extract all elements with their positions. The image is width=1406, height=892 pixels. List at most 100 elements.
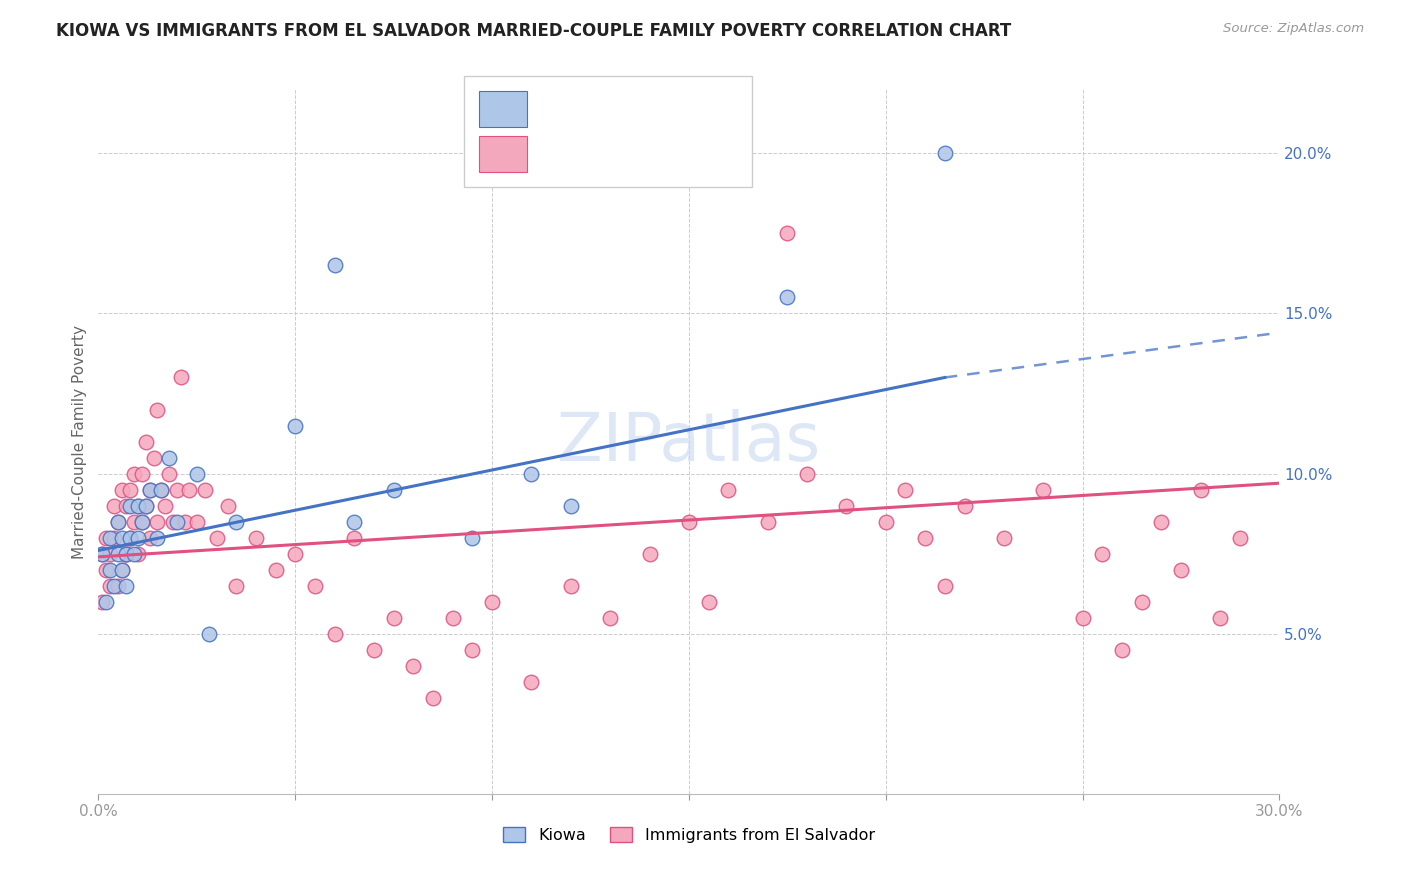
Point <box>118 531 141 545</box>
Text: 83: 83 <box>654 146 676 161</box>
Point <box>131 515 153 529</box>
Point <box>186 467 208 481</box>
Point <box>323 258 346 272</box>
Point <box>177 483 200 497</box>
Point <box>304 579 326 593</box>
Point <box>520 467 543 481</box>
Point <box>1150 515 1173 529</box>
Point <box>122 515 145 529</box>
Point <box>1091 547 1114 561</box>
Point <box>697 595 720 609</box>
Point <box>127 499 149 513</box>
Point <box>993 531 1015 545</box>
Point <box>520 674 543 689</box>
Point <box>638 547 661 561</box>
Point <box>170 370 193 384</box>
Text: N =: N = <box>621 102 658 117</box>
Point <box>225 579 247 593</box>
Point <box>382 610 405 624</box>
Point <box>284 418 307 433</box>
Point <box>98 579 121 593</box>
Point <box>131 467 153 481</box>
Point <box>150 483 173 497</box>
Point <box>155 499 177 513</box>
Point <box>560 579 582 593</box>
Point <box>560 499 582 513</box>
Point <box>1189 483 1212 497</box>
Point <box>118 531 141 545</box>
Point <box>146 402 169 417</box>
Point <box>98 547 121 561</box>
Point <box>1209 610 1232 624</box>
Point <box>118 499 141 513</box>
Text: 0.339: 0.339 <box>565 102 616 117</box>
Point <box>98 531 121 545</box>
Point <box>1111 642 1133 657</box>
Point <box>146 531 169 545</box>
Point <box>127 531 149 545</box>
Point <box>835 499 858 513</box>
Point <box>115 547 138 561</box>
Point <box>111 563 134 577</box>
Point <box>217 499 239 513</box>
Point <box>343 531 366 545</box>
Text: Source: ZipAtlas.com: Source: ZipAtlas.com <box>1223 22 1364 36</box>
Point <box>225 515 247 529</box>
Point <box>245 531 267 545</box>
Point <box>118 483 141 497</box>
Point <box>264 563 287 577</box>
Point <box>1130 595 1153 609</box>
Point <box>194 483 217 497</box>
Point <box>343 515 366 529</box>
Point <box>103 531 125 545</box>
Point <box>1170 563 1192 577</box>
Point <box>127 499 149 513</box>
Point <box>122 467 145 481</box>
Point <box>776 290 799 304</box>
Point <box>174 515 197 529</box>
Text: ZIPatlas: ZIPatlas <box>557 409 821 475</box>
Point <box>422 690 444 705</box>
Point <box>284 547 307 561</box>
Point <box>146 515 169 529</box>
Point <box>894 483 917 497</box>
Point <box>166 515 188 529</box>
Point <box>107 515 129 529</box>
Point <box>135 499 157 513</box>
Point <box>599 610 621 624</box>
Point <box>107 515 129 529</box>
Text: 0.158: 0.158 <box>565 146 616 161</box>
Point <box>91 547 114 561</box>
Point <box>678 515 700 529</box>
Point <box>157 450 180 465</box>
Text: N =: N = <box>621 146 658 161</box>
Point <box>131 515 153 529</box>
Point <box>142 450 165 465</box>
Point <box>186 515 208 529</box>
Point <box>150 483 173 497</box>
Point <box>166 483 188 497</box>
Point <box>115 547 138 561</box>
Point <box>382 483 405 497</box>
Point <box>776 227 799 241</box>
Point <box>402 658 425 673</box>
Point <box>135 434 157 449</box>
Point <box>323 626 346 640</box>
Point <box>796 467 818 481</box>
Point <box>111 483 134 497</box>
Point <box>96 531 118 545</box>
Legend: Kiowa, Immigrants from El Salvador: Kiowa, Immigrants from El Salvador <box>496 821 882 849</box>
Point <box>138 483 160 497</box>
Point <box>914 531 936 545</box>
Point <box>197 626 219 640</box>
Y-axis label: Married-Couple Family Poverty: Married-Couple Family Poverty <box>72 325 87 558</box>
Point <box>875 515 897 529</box>
Point <box>162 515 184 529</box>
Point <box>98 563 121 577</box>
Point <box>107 547 129 561</box>
Point <box>934 146 956 161</box>
Point <box>481 595 503 609</box>
Point <box>103 499 125 513</box>
Point <box>91 547 114 561</box>
Point <box>91 595 114 609</box>
